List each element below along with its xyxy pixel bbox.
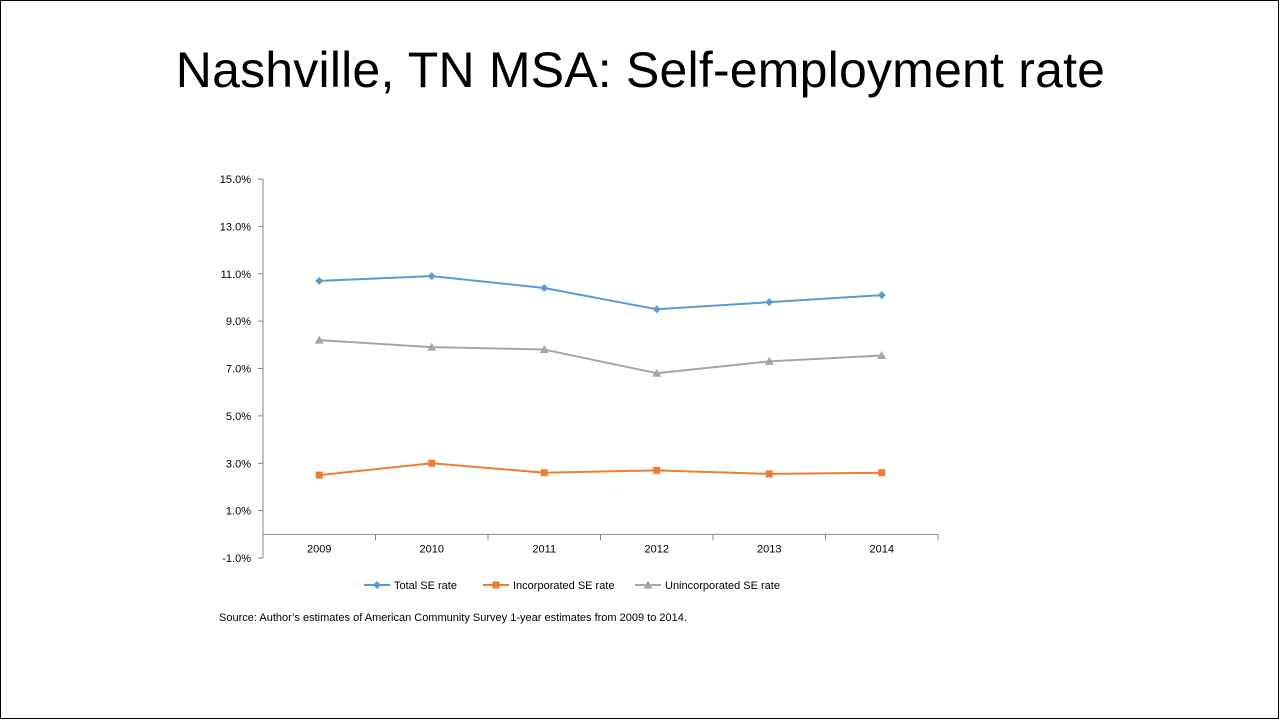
- data-point-incorporated-se-rate: [428, 459, 436, 467]
- data-point-incorporated-se-rate: [540, 469, 548, 477]
- data-point-incorporated-se-rate: [315, 471, 323, 479]
- x-tick-label: 2013: [757, 543, 781, 555]
- x-tick-label: 2010: [420, 543, 444, 555]
- x-tick-label: 2012: [645, 543, 669, 555]
- data-point-incorporated-se-rate: [653, 466, 661, 474]
- y-tick-label: 7.0%: [226, 364, 251, 376]
- data-point-total-se-rate: [540, 283, 549, 292]
- y-tick-label: 3.0%: [226, 458, 251, 470]
- data-point-unincorporated-se-rate: [652, 368, 662, 377]
- source-note: Source: Author’s estimates of American C…: [219, 612, 687, 624]
- data-point-total-se-rate: [315, 276, 324, 285]
- data-point-total-se-rate: [765, 298, 774, 307]
- data-point-unincorporated-se-rate: [539, 345, 549, 354]
- legend-label-incorporated-se-rate: Incorporated SE rate: [513, 580, 615, 592]
- series-line-total-se-rate: [319, 275, 882, 311]
- data-point-unincorporated-se-rate: [314, 335, 324, 344]
- x-tick-label: 2009: [307, 543, 331, 555]
- y-tick-label: 11.0%: [221, 269, 252, 281]
- legend-label-total-se-rate: Total SE rate: [394, 580, 457, 592]
- y-tick-label: 9.0%: [226, 316, 251, 328]
- data-point-total-se-rate: [652, 305, 661, 314]
- x-tick-label: 2014: [870, 543, 894, 555]
- y-tick-label: 5.0%: [226, 411, 251, 423]
- y-tick-label: 15.0%: [220, 174, 251, 186]
- data-point-incorporated-se-rate: [878, 469, 886, 477]
- legend-marker-unincorporated-se-rate: [643, 580, 653, 589]
- legend-marker-incorporated-se-rate: [492, 581, 500, 589]
- y-tick-label: 13.0%: [220, 221, 251, 233]
- x-tick-label: 2011: [532, 543, 556, 555]
- data-point-total-se-rate: [427, 272, 436, 281]
- slide-title: Nashville, TN MSA: Self-employment rate: [175, 42, 1106, 98]
- data-point-unincorporated-se-rate: [427, 342, 437, 351]
- data-point-incorporated-se-rate: [765, 470, 773, 478]
- data-point-unincorporated-se-rate: [764, 356, 774, 365]
- legend-label-unincorporated-se-rate: Unincorporated SE rate: [665, 580, 780, 592]
- series-line-unincorporated-se-rate: [319, 339, 882, 375]
- y-tick-label: -1.0%: [222, 553, 251, 565]
- y-tick-label: 1.0%: [226, 506, 251, 518]
- series-line-incorporated-se-rate: [319, 462, 882, 477]
- legend-marker-total-se-rate: [373, 581, 381, 589]
- data-point-unincorporated-se-rate: [877, 350, 887, 359]
- data-point-total-se-rate: [877, 291, 886, 300]
